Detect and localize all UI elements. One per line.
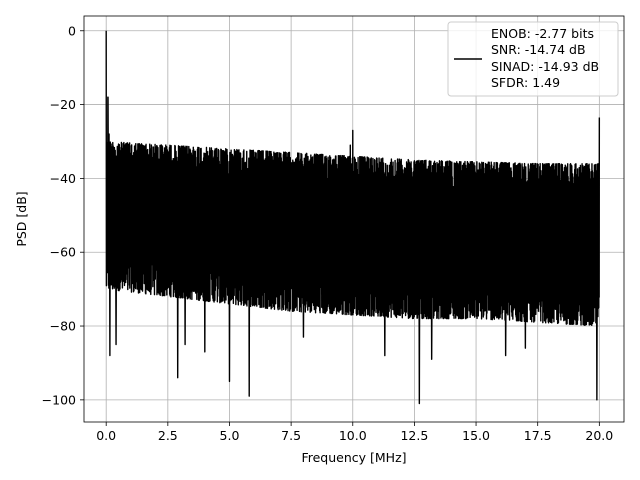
y-tick-label: −20 bbox=[50, 97, 76, 112]
psd-series-line bbox=[105, 30, 601, 405]
y-tick-label: −100 bbox=[42, 392, 76, 407]
y-tick-label: −80 bbox=[50, 319, 76, 334]
x-tick-label: 10.0 bbox=[339, 428, 367, 443]
y-tick-label: −40 bbox=[50, 171, 76, 186]
legend-box bbox=[447, 21, 619, 97]
x-tick-label: 7.5 bbox=[281, 428, 301, 443]
x-axis-label: Frequency [MHz] bbox=[301, 450, 406, 465]
axes-frame bbox=[83, 15, 625, 423]
x-tick-label: 20.0 bbox=[585, 428, 613, 443]
plot-area bbox=[105, 30, 601, 405]
x-tick-label: 17.5 bbox=[524, 428, 552, 443]
x-tick-label: 12.5 bbox=[400, 428, 428, 443]
legend: ENOB: -2.77 bits SNR: -14.74 dB SINAD: -… bbox=[447, 21, 619, 97]
x-tick-label: 15.0 bbox=[462, 428, 490, 443]
y-tick-label: 0 bbox=[68, 23, 76, 38]
x-tick-label: 2.5 bbox=[158, 428, 178, 443]
legend-sfdr: SFDR: 1.49 bbox=[491, 75, 560, 90]
x-tick-label: 0.0 bbox=[96, 428, 116, 443]
x-axis-ticks: 0.0 2.5 5.0 7.5 10.0 12.5 15.0 17.5 20.0 bbox=[96, 422, 613, 443]
legend-sinad: SINAD: -14.93 dB bbox=[491, 59, 599, 74]
y-axis-label: PSD [dB] bbox=[14, 191, 29, 246]
y-tick-label: −60 bbox=[50, 245, 76, 260]
legend-snr: SNR: -14.74 dB bbox=[491, 42, 586, 57]
legend-enob: ENOB: -2.77 bits bbox=[491, 26, 594, 41]
x-tick-label: 5.0 bbox=[220, 428, 240, 443]
y-axis-ticks: 0 −20 −40 −60 −80 −100 bbox=[42, 23, 84, 407]
